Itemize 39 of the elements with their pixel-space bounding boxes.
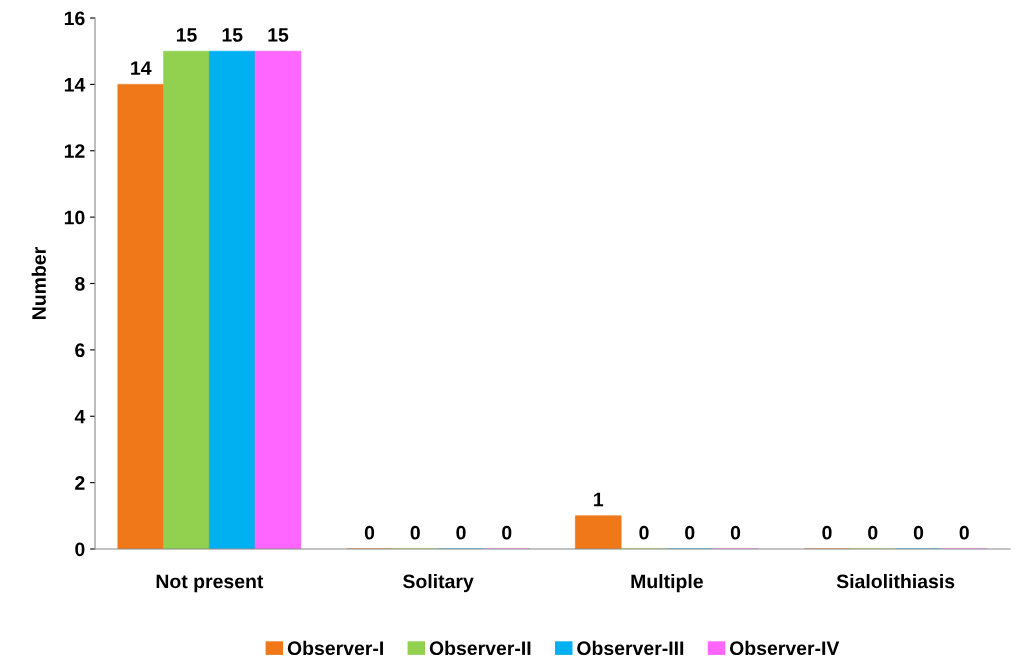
data-label: 15 — [222, 28, 243, 42]
x-tick-label: Not present — [156, 574, 264, 593]
data-label: 0 — [364, 525, 375, 540]
legend-label: Observer-IV — [729, 640, 840, 656]
data-label: 0 — [822, 525, 832, 540]
y-tick-label: 12 — [64, 144, 85, 158]
bar — [163, 50, 210, 549]
x-tick-label: Sialolithiasis — [836, 574, 955, 589]
y-tick-label: 6 — [75, 343, 85, 358]
data-label: 15 — [176, 28, 197, 42]
legend-label: Observer-I — [287, 640, 383, 656]
y-tick-label: 4 — [74, 409, 86, 424]
y-tick-label: 2 — [75, 476, 85, 490]
data-label: 15 — [268, 28, 289, 42]
data-label: 0 — [913, 525, 924, 540]
x-tick-label: Multiple — [631, 574, 703, 593]
data-label: 0 — [456, 525, 466, 540]
data-label: 0 — [639, 525, 649, 540]
y-tick-label: 8 — [75, 276, 85, 291]
y-tick-label: 0 — [75, 542, 85, 557]
data-label: 14 — [131, 61, 152, 75]
legend-label: Observer-III — [577, 640, 684, 656]
y-axis-title: Number — [31, 247, 46, 319]
bar — [209, 50, 256, 549]
y-tick-label: 10 — [64, 210, 85, 225]
data-label: 1 — [594, 492, 604, 507]
data-label: 0 — [410, 525, 420, 540]
bar — [117, 84, 164, 549]
legend-label: Observer-II — [429, 640, 531, 656]
y-tick-label: 14 — [64, 78, 86, 92]
y-tick-label: 16 — [64, 11, 85, 26]
data-label: 0 — [959, 525, 969, 540]
bar — [575, 515, 622, 549]
data-label: 0 — [502, 525, 512, 540]
data-label: 0 — [685, 525, 695, 540]
data-label: 0 — [868, 525, 878, 540]
x-tick-label: Solitary — [403, 574, 474, 593]
data-label: 0 — [730, 525, 741, 540]
bar — [254, 50, 302, 549]
